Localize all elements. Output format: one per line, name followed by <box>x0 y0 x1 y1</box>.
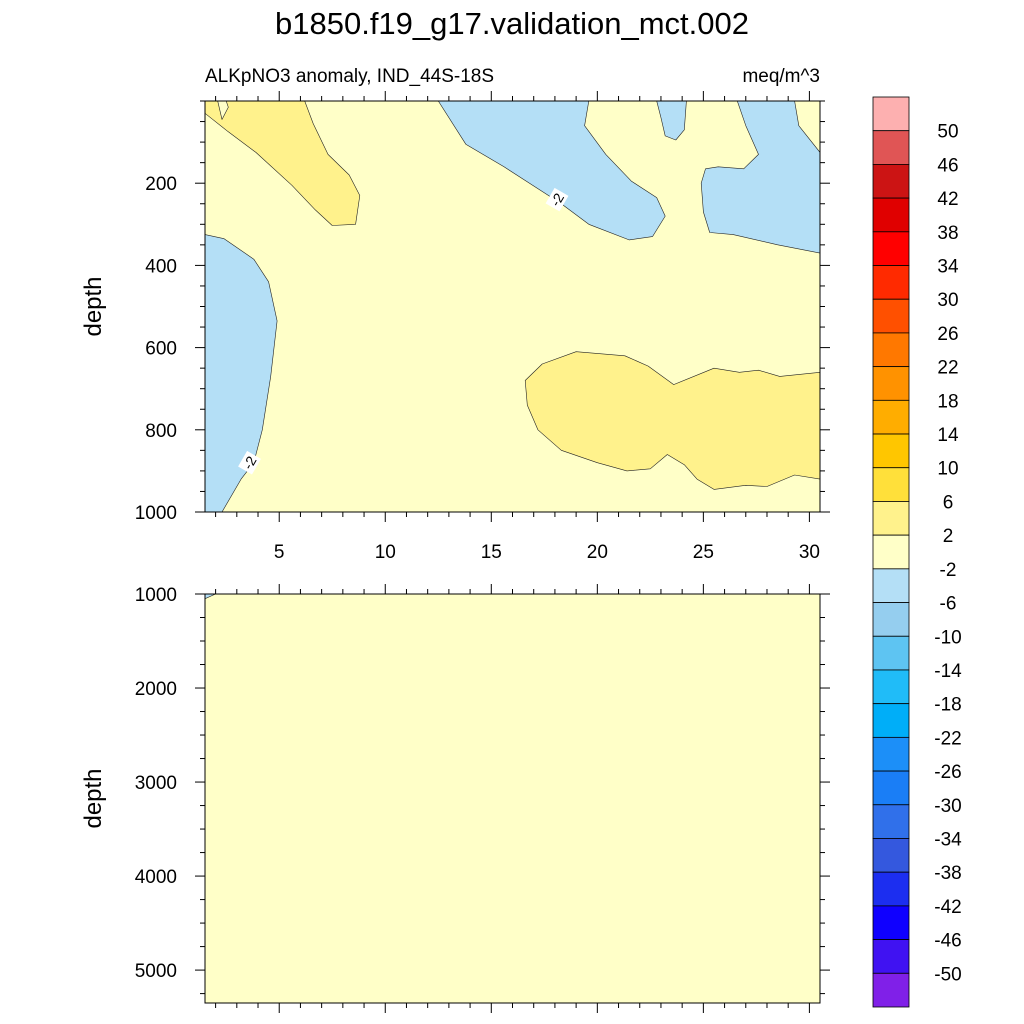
colorbar-label: -6 <box>940 594 957 615</box>
colorbar-box <box>872 838 910 873</box>
colorbar-box <box>872 534 910 570</box>
colorbar-label: -34 <box>934 829 962 850</box>
colorbar-label: 38 <box>937 223 958 244</box>
colorbar-label: 26 <box>937 324 958 345</box>
y-tick-label: 200 <box>145 174 177 195</box>
colorbar-box <box>872 231 910 266</box>
colorbar-label: 10 <box>937 459 958 480</box>
colorbar-label: 30 <box>937 290 958 311</box>
y-tick-label: 1000 <box>135 585 177 606</box>
colorbar-label: -14 <box>934 661 962 682</box>
colorbar-box <box>872 96 910 132</box>
x-tick-label: 25 <box>693 542 714 563</box>
colorbar-box <box>872 332 910 368</box>
colorbar-label: -50 <box>934 964 961 985</box>
figure-title: b1850.f19_g17.validation_mct.002 <box>275 6 749 41</box>
lower-contour-panel: 1000 2000 3000 4000 5000 depth <box>80 584 830 1013</box>
y-axis-label: depth <box>80 768 107 828</box>
contour-label: -2 <box>238 450 261 475</box>
colorbar: 50 46 42 38 34 30 26 22 18 14 10 6 2 -2 -6 -10 -14 -18 -22… <box>872 96 962 1008</box>
x-tick-label: 15 <box>481 542 502 563</box>
upper-contour-panel: -2 -2 200 400 600 800 1000 depth 5 10 15 20 25 30 <box>80 91 830 563</box>
contour-fill-background <box>205 594 820 1003</box>
colorbar-box <box>872 939 910 974</box>
x-tick-label: 10 <box>375 542 396 563</box>
y-axis-label: depth <box>80 276 107 336</box>
colorbar-box <box>872 130 910 165</box>
y-tick-label: 400 <box>145 256 177 277</box>
colorbar-label: 34 <box>937 257 959 278</box>
colorbar-box <box>872 602 910 637</box>
colorbar-box <box>872 265 910 300</box>
colorbar-label: 46 <box>937 155 958 176</box>
colorbar-box <box>872 905 910 940</box>
y-tick-label: 4000 <box>135 867 177 888</box>
y-tick-label: 5000 <box>135 961 177 982</box>
colorbar-box <box>872 871 910 907</box>
y-tick-label: 1000 <box>135 503 177 524</box>
y-tick-label: 2000 <box>135 679 177 700</box>
colorbar-box <box>872 568 910 603</box>
y-tick-label: 800 <box>145 421 177 442</box>
colorbar-box <box>872 770 910 806</box>
colorbar-box <box>872 366 910 401</box>
colorbar-box <box>872 399 910 435</box>
colorbar-label: 18 <box>937 391 958 412</box>
colorbar-box <box>872 433 910 469</box>
colorbar-box <box>872 501 910 536</box>
colorbar-label: 22 <box>937 358 958 379</box>
contour-region-1 <box>205 101 361 226</box>
colorbar-label: -46 <box>934 931 961 952</box>
contour-region-6 <box>205 234 278 512</box>
contour-label-box <box>545 187 569 212</box>
colorbar-box <box>872 703 910 738</box>
colorbar-label: -18 <box>934 695 961 716</box>
panel-left-string: ALKpNO3 anomaly, IND_44S-18S <box>205 66 494 87</box>
colorbar-label: 50 <box>937 122 958 143</box>
colorbar-box <box>872 635 910 671</box>
y-tick-label: 3000 <box>135 773 177 794</box>
contour-region-4 <box>700 101 820 254</box>
colorbar-box <box>872 467 910 502</box>
contour-region-3 <box>656 101 687 141</box>
contour-label: -2 <box>545 187 569 212</box>
contour-region-5 <box>524 351 820 490</box>
colorbar-label: -26 <box>934 762 961 783</box>
contour-region-2 <box>437 101 666 241</box>
x-tick-label: 30 <box>799 542 820 563</box>
colorbar-label: -38 <box>934 863 961 884</box>
y-tick-label: 600 <box>145 339 177 360</box>
colorbar-label: 14 <box>937 425 959 446</box>
colorbar-box <box>872 669 910 705</box>
colorbar-box <box>872 164 910 199</box>
colorbar-box <box>872 298 910 334</box>
x-tick-label: 5 <box>274 542 285 563</box>
colorbar-label: 6 <box>943 492 954 513</box>
colorbar-label: -42 <box>934 897 961 918</box>
colorbar-label: -22 <box>934 728 961 749</box>
panel-units-string: meq/m^3 <box>742 66 820 87</box>
contour-label-box <box>238 450 261 475</box>
colorbar-box <box>872 736 910 772</box>
colorbar-box <box>872 972 910 1008</box>
x-tick-label: 20 <box>587 542 608 563</box>
colorbar-box <box>872 197 910 233</box>
colorbar-label: 2 <box>943 526 954 547</box>
colorbar-label: 42 <box>937 189 958 210</box>
colorbar-box <box>872 804 910 839</box>
colorbar-label: -2 <box>940 560 957 581</box>
colorbar-label: -30 <box>934 796 961 817</box>
colorbar-label: -10 <box>934 627 961 648</box>
contour-region-1 <box>205 594 216 600</box>
